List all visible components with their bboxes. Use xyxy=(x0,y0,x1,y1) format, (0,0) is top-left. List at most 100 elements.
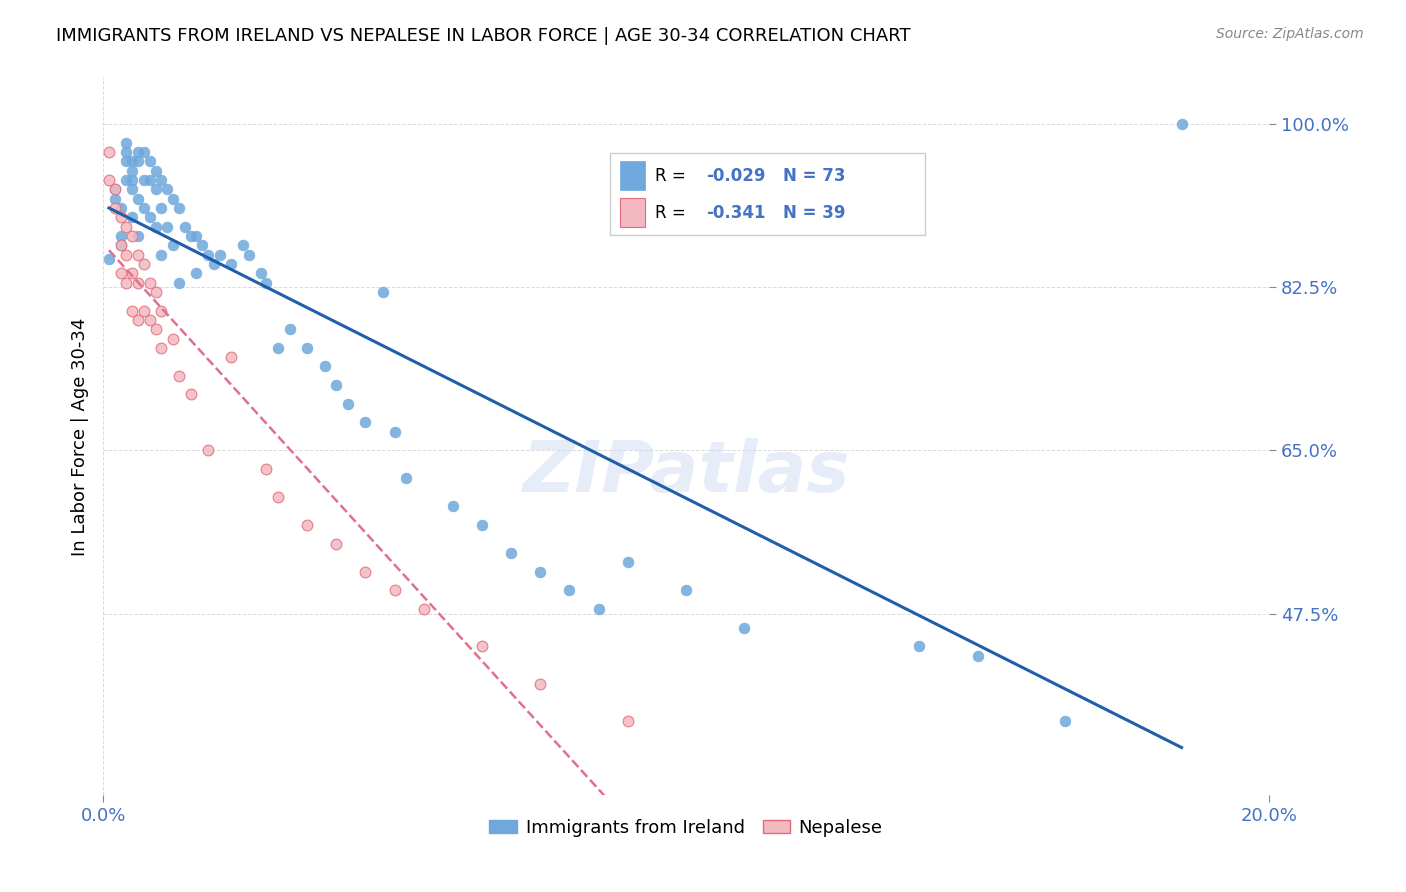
Point xyxy=(180,229,202,244)
Point xyxy=(150,303,173,318)
Point xyxy=(132,303,155,318)
Point xyxy=(167,368,190,383)
Text: IMMIGRANTS FROM IRELAND VS NEPALESE IN LABOR FORCE | AGE 30-34 CORRELATION CHART: IMMIGRANTS FROM IRELAND VS NEPALESE IN L… xyxy=(56,27,911,45)
Point xyxy=(529,676,551,690)
Point xyxy=(139,211,162,225)
Point xyxy=(121,163,143,178)
Point xyxy=(221,350,243,364)
Point xyxy=(384,425,406,439)
Point xyxy=(908,639,931,653)
Point xyxy=(733,621,755,635)
Point xyxy=(295,518,318,533)
Point xyxy=(110,238,132,252)
Point xyxy=(104,182,127,196)
Text: ZIPatlas: ZIPatlas xyxy=(523,438,849,507)
Point xyxy=(145,322,167,336)
Bar xyxy=(620,161,645,190)
Point xyxy=(354,416,377,430)
Point xyxy=(121,154,143,169)
Legend: Immigrants from Ireland, Nepalese: Immigrants from Ireland, Nepalese xyxy=(482,812,890,844)
Point xyxy=(139,154,162,169)
Point xyxy=(588,602,610,616)
Point xyxy=(115,154,138,169)
Point xyxy=(197,443,219,458)
Point xyxy=(254,276,277,290)
Point xyxy=(97,173,120,187)
Point xyxy=(278,322,301,336)
Point xyxy=(162,238,184,252)
Point xyxy=(558,583,581,598)
Point xyxy=(325,378,347,392)
Point xyxy=(150,173,173,187)
Point xyxy=(471,518,494,533)
Point xyxy=(267,341,290,355)
Point xyxy=(127,229,149,244)
Point xyxy=(121,211,143,225)
Point xyxy=(395,471,418,485)
Text: N = 73: N = 73 xyxy=(783,167,845,185)
Point xyxy=(221,257,243,271)
Point xyxy=(104,192,127,206)
Point xyxy=(173,219,195,234)
Point xyxy=(501,546,523,560)
Point xyxy=(132,257,155,271)
Point xyxy=(232,238,254,252)
Point xyxy=(156,182,179,196)
Point xyxy=(97,252,120,267)
Point xyxy=(156,219,179,234)
Point xyxy=(162,332,184,346)
Point xyxy=(115,247,138,261)
Point xyxy=(197,247,219,261)
Point xyxy=(145,285,167,299)
Point xyxy=(167,276,190,290)
Bar xyxy=(610,153,925,235)
Point xyxy=(139,276,162,290)
Point xyxy=(132,145,155,159)
Text: -0.029: -0.029 xyxy=(706,167,765,185)
Point xyxy=(180,387,202,401)
Point xyxy=(202,257,225,271)
Point xyxy=(139,173,162,187)
Point xyxy=(127,276,149,290)
Point xyxy=(121,303,143,318)
Point xyxy=(127,145,149,159)
Point xyxy=(208,247,231,261)
Point xyxy=(127,192,149,206)
Point xyxy=(354,565,377,579)
Point xyxy=(167,201,190,215)
Point xyxy=(249,266,271,280)
Text: -0.341: -0.341 xyxy=(706,204,765,222)
Point xyxy=(127,247,149,261)
Point xyxy=(145,163,167,178)
Point xyxy=(529,565,551,579)
Point xyxy=(267,490,290,504)
Point xyxy=(132,173,155,187)
Point xyxy=(186,229,208,244)
Point xyxy=(1053,714,1076,728)
Point xyxy=(412,602,434,616)
Point xyxy=(616,714,638,728)
Point xyxy=(1170,117,1192,131)
Point xyxy=(104,201,127,215)
Point xyxy=(675,583,697,598)
Point xyxy=(132,201,155,215)
Point xyxy=(139,313,162,327)
Point xyxy=(110,238,132,252)
Point xyxy=(115,276,138,290)
Bar xyxy=(620,198,645,227)
Point xyxy=(115,219,138,234)
Text: Source: ZipAtlas.com: Source: ZipAtlas.com xyxy=(1216,27,1364,41)
Text: N = 39: N = 39 xyxy=(783,204,845,222)
Point xyxy=(110,229,132,244)
Point xyxy=(150,341,173,355)
Point xyxy=(110,201,132,215)
Text: R =: R = xyxy=(655,167,690,185)
Point xyxy=(97,145,120,159)
Point xyxy=(121,229,143,244)
Point xyxy=(371,285,394,299)
Point xyxy=(162,192,184,206)
Point xyxy=(254,462,277,476)
Point xyxy=(110,211,132,225)
Point xyxy=(314,359,336,374)
Point xyxy=(150,201,173,215)
